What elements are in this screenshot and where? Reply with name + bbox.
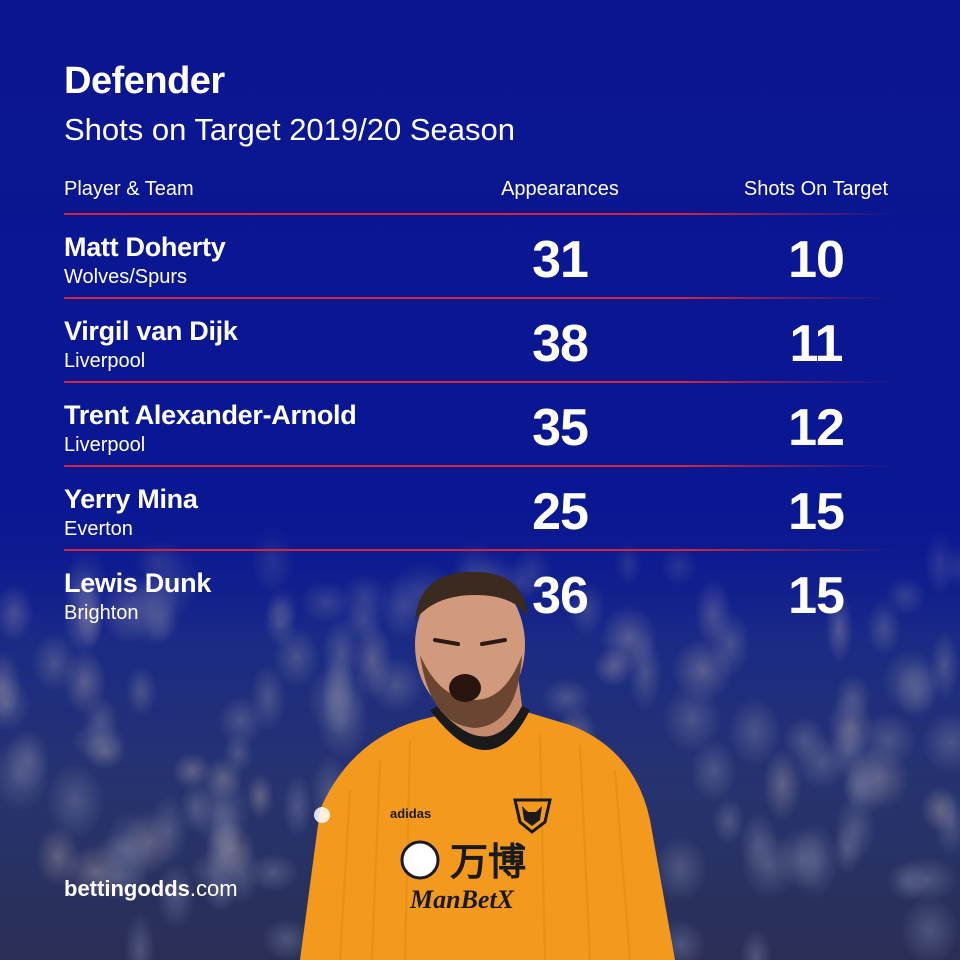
crowd-blob — [920, 785, 958, 833]
shots-value: 10 — [788, 231, 845, 289]
column-header-appearances: Appearances — [501, 178, 619, 200]
crowd-blob — [541, 678, 592, 718]
row-divider — [64, 297, 894, 299]
crowd-blob — [763, 748, 802, 821]
crowd-blob — [205, 822, 256, 876]
crowd-blob — [282, 774, 313, 839]
row-divider — [64, 549, 894, 551]
player-photo: adidas 万博 ManBetX — [300, 571, 675, 960]
table-row: Yerry Mina Everton 25 15 — [0, 483, 960, 568]
crowd-blob — [179, 783, 212, 833]
crowd-blob — [671, 638, 734, 703]
player-team: Everton — [64, 518, 133, 540]
crowd-blob — [739, 928, 772, 960]
shots-value: 12 — [788, 399, 845, 457]
column-header-player: Player & Team — [64, 178, 194, 200]
row-divider — [64, 465, 894, 467]
crowd-blob — [728, 696, 782, 767]
page-title: Defender — [64, 60, 225, 102]
table-row: Virgil van Dijk Liverpool 38 11 — [0, 315, 960, 400]
crowd-blob — [71, 721, 127, 761]
appearances-value: 25 — [532, 483, 589, 541]
crowd-blob — [247, 852, 299, 893]
crowd-blob — [222, 732, 254, 774]
page-subtitle: Shots on Target 2019/20 Season — [64, 112, 515, 147]
brand-logo-light: .com — [189, 876, 238, 901]
crowd-blob — [793, 734, 851, 790]
crowd-blob — [900, 896, 960, 960]
crowd-blob — [712, 798, 745, 844]
player-team: Wolves/Spurs — [64, 266, 188, 288]
player-name: Virgil van Dijk — [64, 316, 238, 346]
crowd-blob — [741, 832, 798, 899]
crowd-blob — [690, 739, 737, 803]
player-name: Matt Doherty — [64, 232, 226, 262]
crowd-blob — [46, 762, 105, 841]
sponsor-label: ManBetX — [409, 885, 515, 914]
sponsor-cn-label: 万博 — [450, 842, 526, 884]
crowd-blob — [31, 633, 78, 693]
crowd-blob — [834, 674, 872, 722]
crowd-blob — [245, 773, 275, 820]
brand-logo-bold: bettingodds — [64, 876, 190, 901]
table-row: Matt Doherty Wolves/Spurs 31 10 — [0, 231, 960, 316]
player-name: Trent Alexander-Arnold — [64, 400, 357, 430]
club-crest-icon — [513, 798, 552, 834]
brand-logo[interactable]: bettingodds.com — [64, 876, 238, 902]
shots-value: 15 — [788, 483, 845, 541]
shots-value: 11 — [789, 315, 844, 373]
kit-maker-label: adidas — [390, 806, 431, 821]
column-header-shots: Shots On Target — [743, 178, 889, 200]
table-row: Trent Alexander-Arnold Liverpool 35 12 — [0, 399, 960, 484]
appearances-value: 35 — [532, 399, 589, 457]
shots-value: 15 — [788, 567, 845, 625]
crowd-blob — [124, 912, 156, 960]
crowd-blob — [316, 684, 369, 759]
crowd-blob — [125, 666, 158, 717]
crowd-blob — [881, 648, 942, 715]
crowd-blob — [172, 752, 212, 790]
crowd-blob — [652, 835, 708, 902]
appearances-value: 36 — [532, 567, 589, 625]
crowd-blob — [156, 862, 196, 930]
crowd-blob — [841, 746, 889, 817]
row-divider — [64, 381, 894, 383]
crowd-blob — [921, 711, 960, 774]
appearances-value: 38 — [532, 315, 589, 373]
crowd-blob — [149, 794, 188, 866]
crowd-blob — [262, 918, 312, 960]
player-name: Yerry Mina — [64, 484, 198, 514]
crowd-blob — [0, 650, 22, 723]
player-team: Liverpool — [64, 350, 146, 372]
player-team: Brighton — [64, 602, 139, 624]
appearances-value: 31 — [532, 231, 589, 289]
player-team: Liverpool — [64, 434, 146, 456]
crowd-blob — [249, 663, 287, 733]
table-row: Lewis Dunk Brighton 36 15 — [0, 567, 960, 652]
crowd-blob — [5, 728, 50, 789]
crowd-blob — [929, 630, 960, 702]
player-name: Lewis Dunk — [64, 568, 212, 598]
crowd-blob — [64, 844, 126, 899]
header-divider — [64, 213, 894, 215]
crowd-blob — [896, 856, 958, 903]
sponsor-emblem-icon — [400, 840, 440, 880]
